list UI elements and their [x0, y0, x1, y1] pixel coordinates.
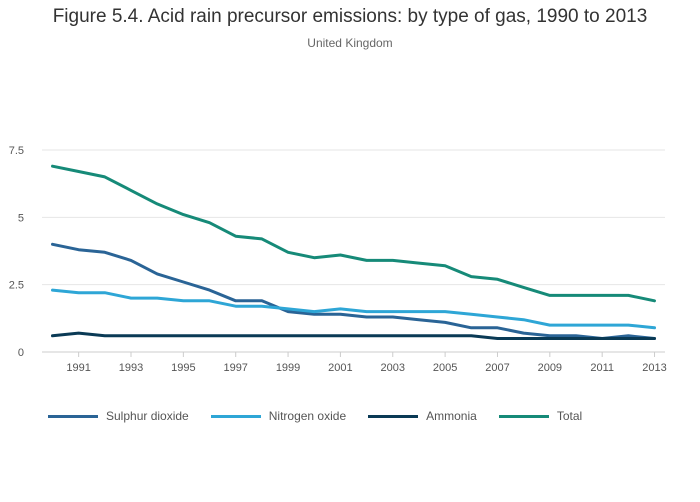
y-tick-label: 0 [18, 347, 24, 359]
legend-item-sulphur-dioxide[interactable]: Sulphur dioxide [48, 409, 189, 423]
y-tick-label: 5 [18, 212, 24, 224]
x-tick-label: 2003 [381, 362, 405, 374]
series-line-total [51, 164, 656, 303]
chart-title: Figure 5.4. Acid rain precursor emission… [52, 6, 648, 27]
series-line-ammonia [51, 331, 656, 340]
x-tick-label: 1999 [276, 362, 300, 374]
x-tick-label: 2013 [642, 362, 666, 374]
y-tick-label: 7.5 [9, 145, 24, 157]
chart-subtitle: United Kingdom [307, 36, 393, 50]
legend-swatch [368, 414, 419, 418]
legend-label: Total [556, 409, 583, 423]
x-tick-label: 1995 [171, 362, 195, 374]
x-tick-label: 2007 [485, 362, 509, 374]
x-tick-label: 2001 [328, 362, 352, 374]
grid-lines [42, 149, 665, 353]
legend-item-nitrogen-oxide[interactable]: Nitrogen oxide [210, 409, 347, 423]
x-axis-ticks: 1991 1993 1995 1997 1999 2001 2003 2005 2007 2009… [66, 352, 667, 374]
legend-label: Ammonia [426, 409, 477, 423]
legend-item-total[interactable]: Total [498, 409, 583, 423]
legend-label: Sulphur dioxide [106, 409, 189, 423]
x-tick-label: 2011 [590, 362, 614, 374]
x-tick-label: 2009 [538, 362, 562, 374]
legend-swatch [210, 414, 261, 418]
x-tick-label: 1991 [66, 362, 90, 374]
y-tick-label: 2.5 [9, 280, 24, 292]
x-tick-label: 1993 [119, 362, 143, 374]
x-tick-label: 1997 [223, 362, 247, 374]
legend: Sulphur dioxide Nitrogen oxide Ammonia Tota… [48, 409, 604, 423]
x-tick-label: 2005 [433, 362, 457, 374]
legend-label: Nitrogen oxide [268, 409, 347, 423]
series-lines [51, 164, 656, 340]
series-line-sulphur-dioxide [51, 242, 656, 340]
legend-swatch [48, 414, 98, 418]
legend-swatch [498, 414, 549, 418]
legend-item-ammonia[interactable]: Ammonia [368, 409, 477, 423]
y-axis-ticks: 0 2.5 5 7.5 [9, 145, 24, 359]
series-line-nitrogen-oxide [51, 288, 656, 330]
